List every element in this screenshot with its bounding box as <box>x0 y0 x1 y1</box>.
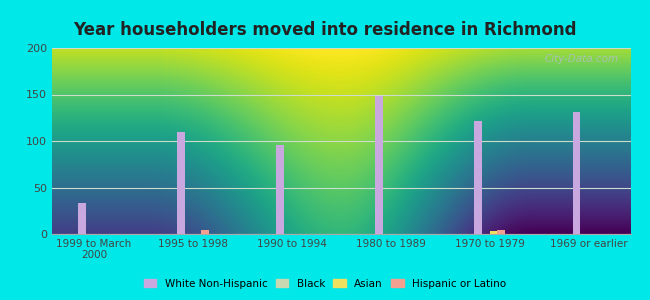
Bar <box>489 231 497 234</box>
Bar <box>474 122 482 234</box>
Text: City-Data.com: City-Data.com <box>545 54 619 64</box>
Bar <box>177 132 185 234</box>
Bar <box>497 230 505 234</box>
Bar <box>177 132 185 234</box>
Bar <box>78 203 86 234</box>
Bar <box>489 231 497 234</box>
Bar <box>201 230 209 234</box>
Bar <box>375 96 383 234</box>
Bar <box>474 122 482 234</box>
Bar <box>375 96 383 234</box>
Bar <box>276 145 284 234</box>
Bar <box>573 112 580 234</box>
Bar <box>276 145 284 234</box>
Legend: White Non-Hispanic, Black, Asian, Hispanic or Latino: White Non-Hispanic, Black, Asian, Hispan… <box>141 275 509 292</box>
Text: Year householders moved into residence in Richmond: Year householders moved into residence i… <box>73 21 577 39</box>
Bar <box>201 230 209 234</box>
Bar <box>497 230 505 234</box>
Bar <box>78 203 86 234</box>
Bar <box>573 112 580 234</box>
